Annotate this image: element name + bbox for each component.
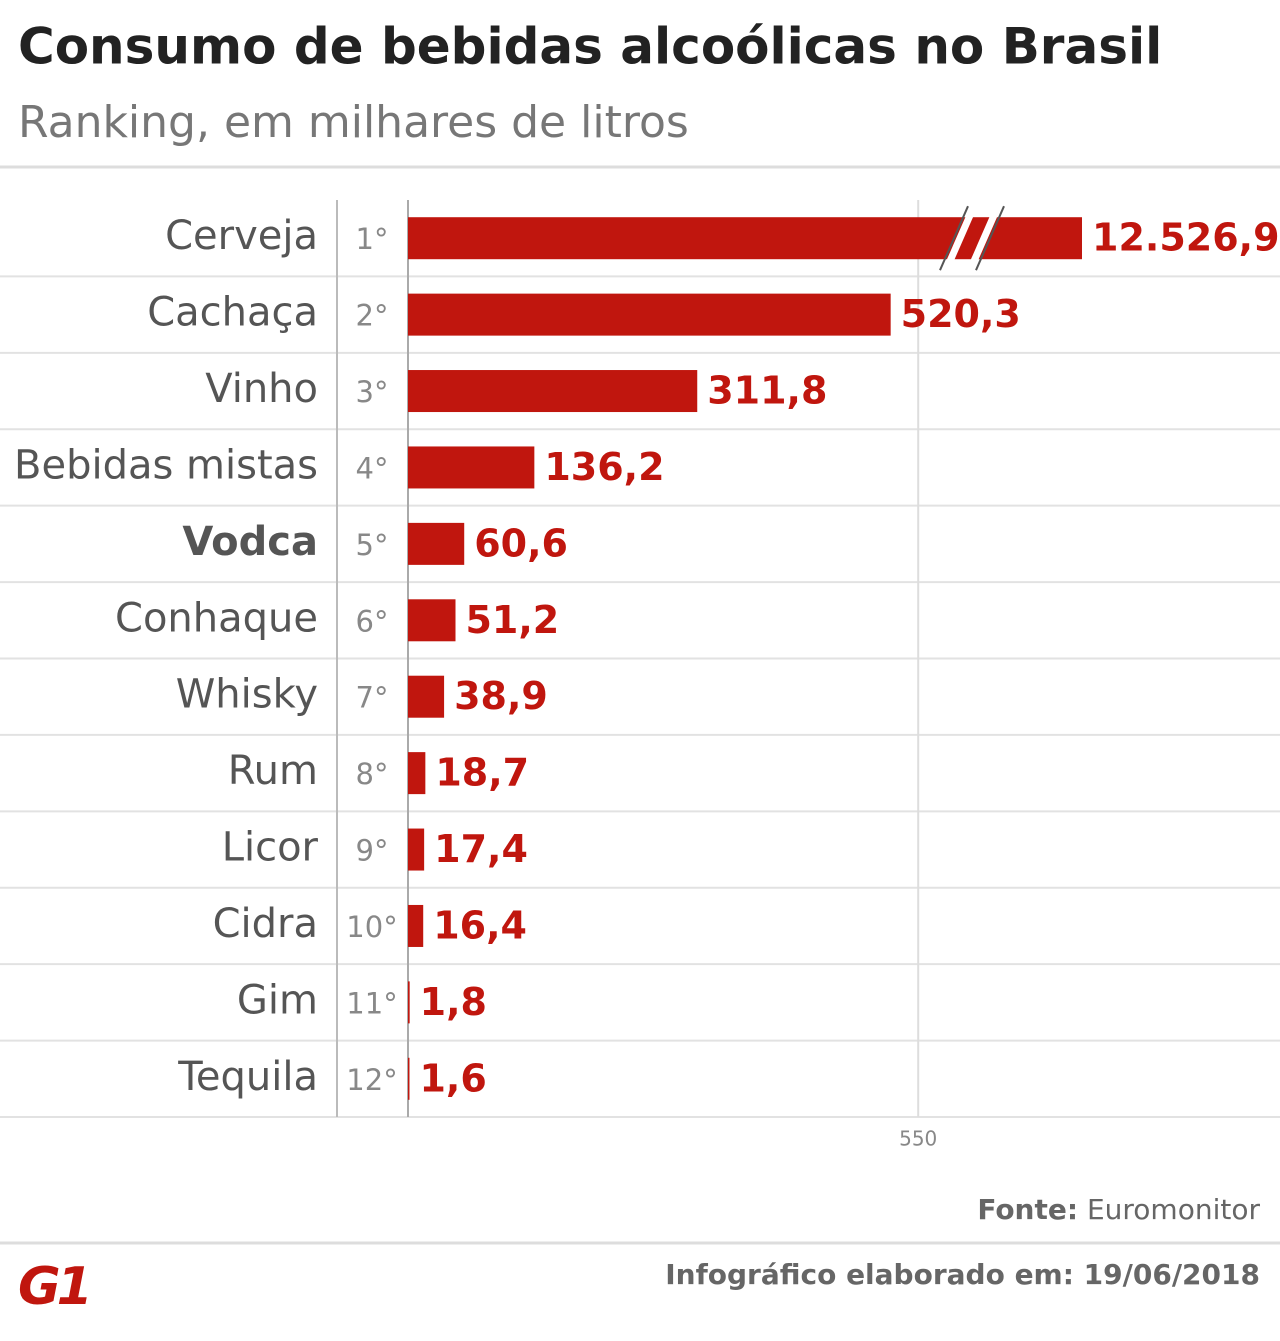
rank-label: 7°	[356, 681, 389, 715]
source: Fonte: Euromonitor	[977, 1193, 1260, 1226]
source-name: Euromonitor	[1087, 1193, 1261, 1226]
value-label: 1,8	[420, 980, 487, 1024]
x-tick-label: 550	[899, 1127, 937, 1151]
value-label: 51,2	[465, 598, 559, 642]
bar	[408, 446, 535, 489]
value-label: 520,3	[901, 292, 1021, 336]
category-label: Cerveja	[165, 213, 318, 259]
logo: G1	[18, 1257, 89, 1317]
value-label: 1,6	[419, 1056, 486, 1100]
category-label: Whisky	[176, 672, 318, 718]
bar	[408, 904, 424, 947]
category-label: Tequila	[177, 1054, 318, 1100]
value-label: 16,4	[433, 903, 527, 947]
rank-label: 10°	[346, 910, 397, 944]
footer-note: Infográfico elaborado em: 19/06/2018	[665, 1258, 1260, 1291]
value-label: 38,9	[454, 674, 548, 718]
source-label: Fonte:	[977, 1193, 1078, 1226]
bar	[408, 981, 410, 1024]
value-label: 18,7	[435, 751, 529, 795]
category-label: Cidra	[213, 901, 318, 947]
rank-label: 9°	[356, 834, 389, 868]
axis-break	[942, 204, 978, 272]
rank-label: 5°	[356, 528, 389, 562]
bar	[408, 522, 465, 565]
category-label: Cachaça	[147, 290, 318, 336]
axis-break-edge	[939, 205, 969, 271]
bar	[408, 675, 445, 718]
bar	[408, 370, 698, 413]
rank-label: 4°	[356, 451, 389, 485]
category-label: Rum	[228, 748, 318, 794]
value-label: 12.526,9	[1092, 216, 1280, 260]
category-label: Gim	[237, 977, 318, 1023]
rank-label: 11°	[346, 986, 397, 1020]
bar	[408, 1057, 410, 1100]
chart-subtitle: Ranking, em milhares de litros	[18, 97, 689, 148]
bar	[408, 752, 426, 795]
rank-label: 6°	[356, 604, 389, 638]
rank-label: 12°	[346, 1063, 397, 1097]
category-label: Conhaque	[115, 595, 318, 641]
chart-title: Consumo de bebidas alcoólicas no Brasil	[18, 18, 1162, 76]
category-label: Bebidas mistas	[14, 442, 318, 488]
bar	[408, 828, 425, 871]
value-label: 136,2	[544, 445, 664, 489]
bar	[408, 293, 891, 336]
rank-label: 8°	[356, 757, 389, 791]
value-label: 17,4	[434, 827, 528, 871]
axis-break	[966, 204, 1002, 272]
axis-break-edge	[975, 205, 1005, 271]
value-label: 60,6	[474, 521, 568, 565]
rank-label: 2°	[356, 299, 389, 333]
value-label: 311,8	[707, 369, 827, 413]
bar	[408, 599, 456, 642]
rank-label: 1°	[356, 222, 389, 256]
category-label: Vinho	[205, 366, 318, 412]
category-label: Licor	[222, 825, 319, 871]
category-label: Vodca	[182, 519, 318, 565]
rank-label: 3°	[356, 375, 389, 409]
